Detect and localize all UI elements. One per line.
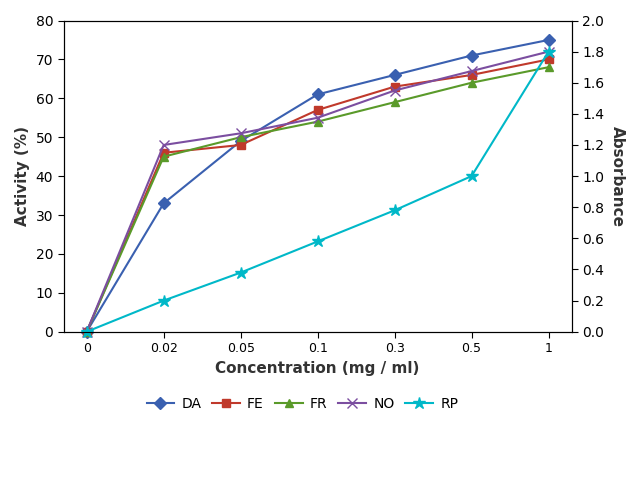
Y-axis label: Activity (%): Activity (%) bbox=[15, 126, 30, 226]
FE bbox=[83, 329, 90, 335]
Line: DA: DA bbox=[83, 36, 553, 336]
FR bbox=[83, 329, 90, 335]
RP bbox=[160, 298, 168, 303]
RP bbox=[545, 49, 552, 55]
DA bbox=[83, 329, 90, 335]
NO bbox=[545, 49, 552, 55]
FE bbox=[160, 150, 168, 156]
X-axis label: Concentration (mg / ml): Concentration (mg / ml) bbox=[216, 360, 420, 376]
Line: RP: RP bbox=[81, 46, 555, 338]
FE bbox=[391, 84, 399, 89]
NO bbox=[160, 142, 168, 148]
DA bbox=[160, 201, 168, 206]
DA bbox=[468, 53, 476, 59]
RP bbox=[314, 239, 321, 244]
RP bbox=[237, 270, 244, 276]
FE bbox=[237, 142, 244, 148]
NO bbox=[314, 115, 321, 120]
FR bbox=[237, 134, 244, 140]
DA bbox=[391, 72, 399, 78]
RP bbox=[468, 173, 476, 179]
DA bbox=[237, 138, 244, 144]
NO bbox=[468, 68, 476, 74]
NO bbox=[83, 329, 90, 335]
FE bbox=[468, 72, 476, 78]
RP bbox=[83, 329, 90, 335]
FR bbox=[314, 119, 321, 124]
FR bbox=[468, 80, 476, 85]
NO bbox=[391, 88, 399, 94]
FE bbox=[545, 57, 552, 62]
Line: FR: FR bbox=[83, 63, 553, 336]
DA bbox=[545, 37, 552, 43]
RP bbox=[391, 207, 399, 213]
DA bbox=[314, 92, 321, 97]
NO bbox=[237, 131, 244, 136]
Line: NO: NO bbox=[82, 47, 554, 336]
FE bbox=[314, 107, 321, 113]
Line: FE: FE bbox=[83, 55, 553, 336]
FR bbox=[391, 99, 399, 105]
FR bbox=[545, 64, 552, 70]
Legend: DA, FE, FR, NO, RP: DA, FE, FR, NO, RP bbox=[141, 392, 464, 417]
Y-axis label: Absorbance: Absorbance bbox=[610, 126, 625, 227]
FR bbox=[160, 154, 168, 159]
